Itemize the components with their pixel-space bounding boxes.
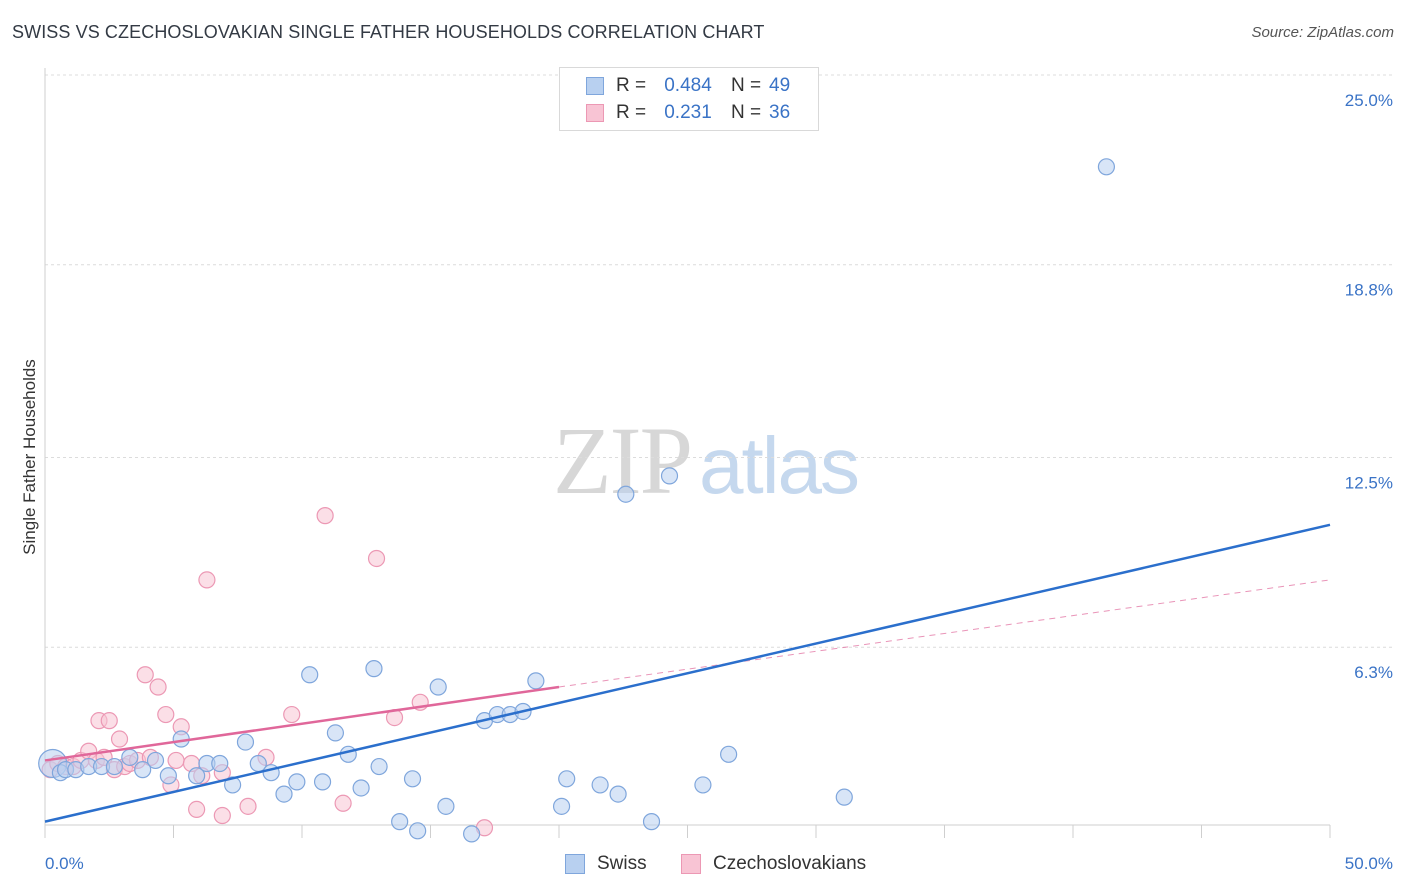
swiss-trend-line <box>44 523 1331 823</box>
bottom-legend-czechoslovakians: Czechoslovakians <box>681 852 866 876</box>
swiss-point <box>236 733 255 751</box>
swiss-point <box>429 678 447 696</box>
swiss-point <box>288 773 306 791</box>
czechoslovakians-point <box>157 705 175 724</box>
czechoslovakians-point <box>149 678 167 696</box>
swiss-point <box>403 770 422 788</box>
swiss-point <box>463 825 481 843</box>
swiss-point <box>409 822 427 840</box>
watermark-atlas: atlas <box>699 421 860 510</box>
czechoslovakians-point <box>198 571 216 589</box>
source-label: Source: ZipAtlas.com <box>1251 24 1394 41</box>
swiss-point <box>552 797 571 815</box>
swiss-point <box>134 761 152 779</box>
swiss-point <box>313 773 332 791</box>
swiss-point <box>609 785 627 803</box>
swiss-point <box>301 666 319 684</box>
x-tick-label: 50.0% <box>1345 854 1393 873</box>
czechoslovakians-point <box>188 800 206 819</box>
czechoslovakians-trend-extension <box>558 579 1331 688</box>
legend-r-value-swiss: 0.484 <box>664 75 712 96</box>
y-tick-label: 6.3% <box>1354 663 1393 682</box>
swiss-point <box>188 767 206 785</box>
swiss-point <box>720 745 738 763</box>
czechoslovakians-trend-line <box>44 685 560 762</box>
legend-n-value-czechoslovakians: 36 <box>769 102 791 123</box>
y-tick-label: 12.5% <box>1345 474 1393 493</box>
swiss-swatch <box>586 77 604 95</box>
swiss-point <box>591 776 609 794</box>
czechoslovakians-point <box>283 705 301 724</box>
czechoslovakians-point <box>239 797 257 815</box>
czechoslovakians-point <box>367 549 386 568</box>
bottom-legend-swiss-label: Swiss <box>597 853 647 874</box>
swiss-point <box>224 776 242 794</box>
swiss-point <box>352 779 370 797</box>
legend-n-label: N = <box>731 102 762 123</box>
czechoslovakians-point <box>334 794 352 812</box>
legend-r-value-czechoslovakians: 0.231 <box>664 102 712 123</box>
swiss-point <box>558 770 576 788</box>
swiss-point <box>159 767 177 785</box>
swiss-point <box>642 813 661 831</box>
swiss-point <box>146 751 165 770</box>
czechoslovakians-point <box>100 712 118 730</box>
swiss-point <box>617 485 635 503</box>
legend-row-czechoslovakians: R = 0.231 N = 36 <box>586 101 790 125</box>
swiss-point <box>835 788 853 806</box>
swiss-point <box>370 757 388 776</box>
swiss-point <box>275 785 293 803</box>
legend-n-value-swiss: 49 <box>769 75 791 96</box>
y-tick-label: 18.8% <box>1345 281 1393 300</box>
czechoslovakians-point <box>136 666 154 684</box>
swiss-point <box>527 672 545 690</box>
bottom-czechoslovakians-swatch <box>681 854 701 874</box>
swiss-point <box>1097 158 1116 176</box>
swiss-point <box>326 724 345 742</box>
bottom-legend-swiss: Swiss <box>565 852 647 876</box>
swiss-point <box>694 776 712 794</box>
legend-n-label: N = <box>731 75 762 96</box>
bottom-swiss-swatch <box>565 854 585 874</box>
x-tick-label: 0.0% <box>45 854 84 873</box>
correlation-legend: R = 0.484 N = 49 R = 0.231 N = 36 <box>559 67 819 131</box>
czechoslovakians-point <box>316 507 334 525</box>
legend-r-label: R = <box>616 102 647 123</box>
swiss-point <box>660 467 679 485</box>
czechoslovakians-point <box>110 730 129 748</box>
swiss-point <box>121 748 139 766</box>
swiss-point <box>105 757 123 776</box>
legend-r-label: R = <box>616 75 647 96</box>
swiss-point <box>437 797 455 815</box>
czechoslovakians-point <box>213 806 231 825</box>
bottom-legend-czechoslovakians-label: Czechoslovakians <box>713 853 867 874</box>
czechoslovakians-swatch <box>586 104 604 122</box>
chart-title: SWISS VS CZECHOSLOVAKIAN SINGLE FATHER H… <box>12 22 765 42</box>
swiss-point <box>391 813 409 831</box>
czechoslovakians-point <box>167 751 185 770</box>
swiss-point <box>211 754 229 773</box>
swiss-point <box>365 660 383 678</box>
y-tick-label: 25.0% <box>1345 91 1393 110</box>
swiss-point <box>339 745 357 763</box>
legend-row-swiss: R = 0.484 N = 49 <box>586 74 790 98</box>
